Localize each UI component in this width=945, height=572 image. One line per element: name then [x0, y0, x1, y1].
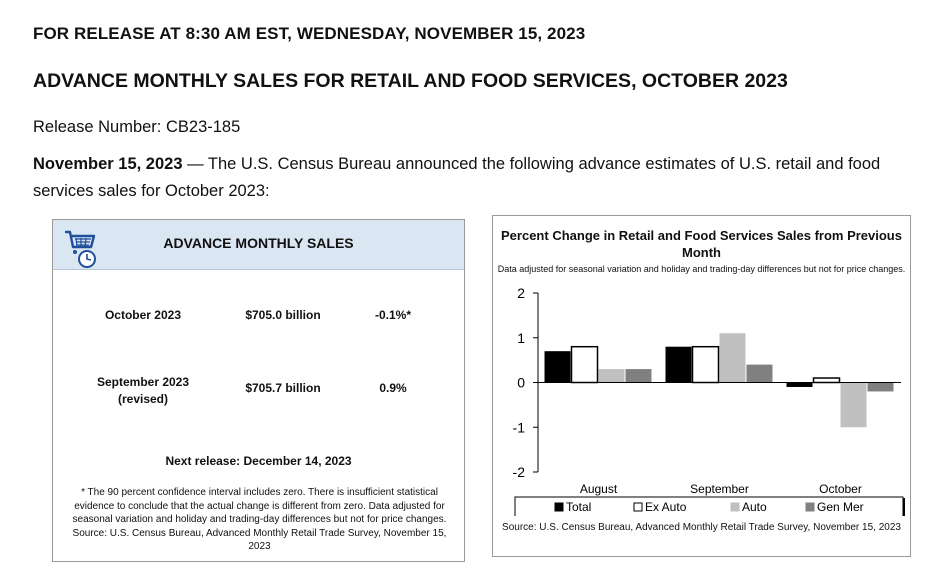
intro-paragraph: November 15, 2023 — The U.S. Census Bure…	[33, 151, 903, 205]
release-time: FOR RELEASE AT 8:30 AM EST, WEDNESDAY, N…	[33, 24, 586, 43]
bar-ex-auto	[691, 345, 720, 384]
summary-row-pct: -0.1%*	[374, 308, 412, 322]
x-category-label: October	[819, 482, 862, 496]
summary-row-pct: 0.9%	[379, 381, 407, 395]
chart-source: Source: U.S. Census Bureau, Advanced Mon…	[502, 522, 901, 533]
x-category-label: August	[580, 482, 618, 496]
chart-box: Percent Change in Retail and Food Servic…	[492, 215, 911, 557]
legend-swatch	[805, 502, 815, 512]
legend-swatch	[554, 502, 564, 512]
bar-auto	[598, 369, 625, 383]
y-tick-label: 0	[517, 375, 525, 391]
bar-gen-mer	[625, 369, 652, 383]
legend-label: Gen Mer	[817, 500, 864, 514]
legend-label: Ex Auto	[645, 500, 687, 514]
y-tick-label: -2	[513, 464, 526, 480]
legend-label: Auto	[742, 500, 767, 514]
footnote: * The 90 percent confidence interval inc…	[72, 487, 447, 552]
x-category-label: September	[690, 482, 749, 496]
bar-auto	[719, 333, 746, 383]
chart-title: Percent Change in Retail and Food Servic…	[501, 228, 902, 260]
bar-gen-mer	[867, 382, 894, 392]
summary-title: ADVANCE MONTHLY SALES	[163, 235, 354, 251]
summary-row-label: October 2023	[104, 308, 182, 322]
bar-auto	[840, 382, 867, 428]
intro-text: — The U.S. Census Bureau announced the f…	[33, 155, 881, 200]
next-release: Next release: December 14, 2023	[165, 454, 352, 468]
intro-date: November 15, 2023	[33, 155, 183, 173]
y-tick-label: -1	[513, 419, 526, 435]
shopping-cart-clock-icon	[65, 230, 96, 268]
chart-subtitle: Data adjusted for seasonal variation and…	[497, 264, 906, 274]
legend-label: Total	[566, 500, 591, 514]
legend-swatch	[633, 502, 643, 512]
summary-box: ADVANCE MONTHLY SALES October 2023 $705.…	[52, 219, 465, 562]
y-tick-label: 2	[517, 285, 525, 301]
y-tick-label: 1	[517, 330, 525, 346]
bar-ex-auto	[812, 377, 841, 384]
bar-ex-auto	[570, 345, 599, 384]
bar-total	[786, 382, 813, 387]
bar-chart: 2 1 0 -1 -2 August September October Total Ex Aut…	[513, 285, 905, 516]
bar-gen-mer	[746, 364, 773, 383]
release-number: Release Number: CB23-185	[33, 118, 241, 136]
page-title: ADVANCE MONTHLY SALES FOR RETAIL AND FOO…	[33, 70, 788, 92]
summary-header: ADVANCE MONTHLY SALES	[53, 220, 464, 270]
legend-swatch	[730, 502, 740, 512]
bar-total	[665, 346, 692, 383]
bar-total	[544, 351, 571, 383]
summary-row-value: $705.0 billion	[245, 308, 321, 322]
summary-row-value: $705.7 billion	[245, 381, 321, 395]
summary-row-label: September 2023 (revised)	[96, 375, 190, 406]
